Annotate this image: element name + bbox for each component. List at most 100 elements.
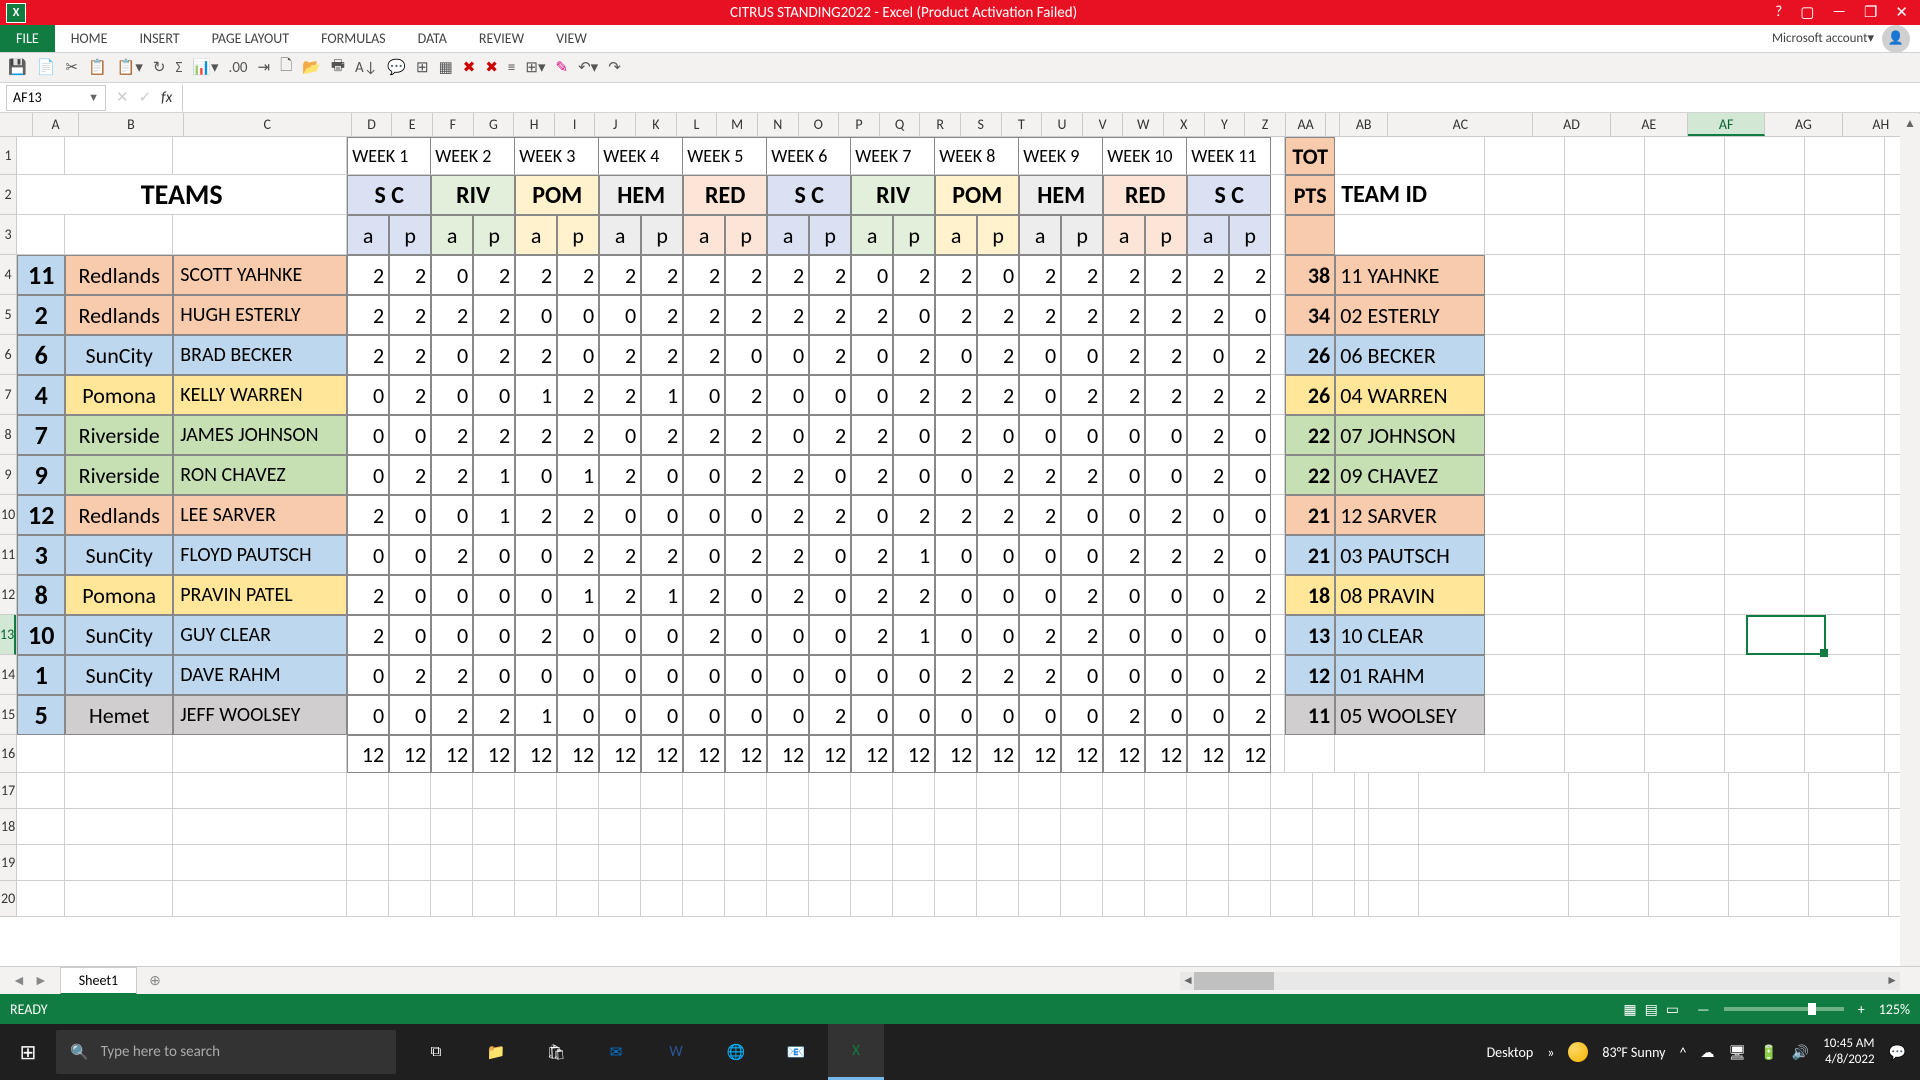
- cell[interactable]: [1355, 809, 1369, 845]
- align-icon[interactable]: ≡: [508, 59, 515, 77]
- delete-sheet-col-icon[interactable]: ✖: [485, 58, 498, 77]
- cell[interactable]: 12: [977, 735, 1019, 773]
- cell[interactable]: TOT: [1285, 137, 1335, 175]
- cell[interactable]: 1: [17, 655, 65, 695]
- cell[interactable]: a: [431, 215, 473, 255]
- paste-icon[interactable]: 📋: [88, 58, 107, 77]
- cell[interactable]: 2: [1061, 375, 1103, 415]
- row-header[interactable]: 4: [0, 255, 16, 295]
- cell[interactable]: 2: [1103, 535, 1145, 575]
- cell[interactable]: 2: [683, 335, 725, 375]
- excel-taskbar-icon[interactable]: X: [828, 1024, 884, 1080]
- cell[interactable]: 18: [1285, 575, 1335, 615]
- cell[interactable]: [1019, 881, 1061, 917]
- cell[interactable]: 0: [1145, 655, 1187, 695]
- cell[interactable]: [1645, 495, 1725, 535]
- cell[interactable]: 0: [1187, 335, 1229, 375]
- cell[interactable]: 2: [935, 655, 977, 695]
- cell[interactable]: 2: [557, 375, 599, 415]
- cell[interactable]: [1805, 175, 1885, 215]
- cell[interactable]: 2: [893, 575, 935, 615]
- cell[interactable]: [1645, 735, 1725, 773]
- zoom-in-button[interactable]: +: [1858, 1001, 1865, 1018]
- cell[interactable]: [767, 809, 809, 845]
- cell[interactable]: [173, 215, 347, 255]
- battery-icon[interactable]: 🔋: [1760, 1044, 1777, 1061]
- cell[interactable]: [1313, 881, 1355, 917]
- cell[interactable]: a: [347, 215, 389, 255]
- cell[interactable]: 0: [893, 695, 935, 735]
- namebox-dropdown-icon[interactable]: ▼: [88, 91, 99, 104]
- sort-asc-icon[interactable]: A↓: [355, 59, 377, 77]
- cell[interactable]: 2: [1103, 255, 1145, 295]
- cell[interactable]: 2: [641, 535, 683, 575]
- cell[interactable]: [1369, 845, 1419, 881]
- cell[interactable]: 12: [641, 735, 683, 773]
- cell[interactable]: 2: [977, 495, 1019, 535]
- cell[interactable]: [893, 845, 935, 881]
- row-header[interactable]: 16: [0, 735, 16, 773]
- cell[interactable]: 2: [473, 295, 515, 335]
- ribbon-tab-pagelayout[interactable]: PAGE LAYOUT: [196, 25, 305, 52]
- cell[interactable]: 0: [1145, 415, 1187, 455]
- cell[interactable]: a: [515, 215, 557, 255]
- cell[interactable]: 2: [893, 335, 935, 375]
- row-header[interactable]: 11: [0, 535, 16, 575]
- cell[interactable]: WEEK 11: [1187, 137, 1271, 175]
- cell[interactable]: 2: [1187, 295, 1229, 335]
- cell[interactable]: [599, 845, 641, 881]
- cell[interactable]: 2: [809, 335, 851, 375]
- cell[interactable]: 2: [851, 615, 893, 655]
- mail-icon[interactable]: 📧: [768, 1024, 824, 1080]
- cell[interactable]: 0: [557, 695, 599, 735]
- col-header[interactable]: P: [839, 113, 880, 136]
- cell[interactable]: [17, 809, 65, 845]
- cell[interactable]: 2: [851, 535, 893, 575]
- cell[interactable]: [1645, 137, 1725, 175]
- cell[interactable]: 2: [809, 295, 851, 335]
- ribbon-tab-file[interactable]: FILE: [0, 25, 55, 52]
- cell[interactable]: 6: [17, 335, 65, 375]
- volume-icon[interactable]: 🔊: [1792, 1044, 1809, 1061]
- cell[interactable]: [1019, 845, 1061, 881]
- freeze-icon[interactable]: ⊞: [416, 58, 429, 77]
- cell[interactable]: 12: [683, 735, 725, 773]
- cell[interactable]: [1103, 809, 1145, 845]
- cell[interactable]: 2: [515, 335, 557, 375]
- cell[interactable]: 06 BECKER: [1335, 335, 1485, 375]
- cell[interactable]: [725, 845, 767, 881]
- cell[interactable]: [1645, 455, 1725, 495]
- cell[interactable]: [1805, 575, 1885, 615]
- cell[interactable]: [1485, 535, 1565, 575]
- ribbon-tab-formulas[interactable]: FORMULAS: [305, 25, 402, 52]
- cell[interactable]: [65, 845, 173, 881]
- cell[interactable]: a: [1103, 215, 1145, 255]
- cell[interactable]: [515, 809, 557, 845]
- delete-sheet-row-icon[interactable]: ✖: [463, 58, 476, 77]
- cell[interactable]: 26: [1285, 375, 1335, 415]
- cell[interactable]: 1: [893, 615, 935, 655]
- cell[interactable]: [557, 773, 599, 809]
- cell[interactable]: 12: [17, 495, 65, 535]
- cell[interactable]: [1649, 845, 1729, 881]
- maximize-icon[interactable]: ❐: [1864, 3, 1877, 22]
- cell[interactable]: BRAD BECKER: [173, 335, 347, 375]
- cell[interactable]: 2: [1229, 655, 1271, 695]
- cell[interactable]: 0: [809, 655, 851, 695]
- cell[interactable]: [173, 735, 347, 773]
- col-header[interactable]: J: [595, 113, 636, 136]
- cell[interactable]: 0: [977, 615, 1019, 655]
- cell[interactable]: [1229, 809, 1271, 845]
- cell[interactable]: [725, 773, 767, 809]
- cell[interactable]: 0: [389, 495, 431, 535]
- cell[interactable]: 2: [977, 655, 1019, 695]
- cell[interactable]: DAVE RAHM: [173, 655, 347, 695]
- cell[interactable]: HEM: [1019, 175, 1103, 215]
- cell[interactable]: RED: [1103, 175, 1187, 215]
- cell[interactable]: 2: [1019, 455, 1061, 495]
- cell[interactable]: Redlands: [65, 295, 173, 335]
- cell[interactable]: 0: [347, 695, 389, 735]
- cut-icon[interactable]: ✂: [65, 58, 78, 77]
- cell[interactable]: 0: [851, 495, 893, 535]
- cell[interactable]: JEFF WOOLSEY: [173, 695, 347, 735]
